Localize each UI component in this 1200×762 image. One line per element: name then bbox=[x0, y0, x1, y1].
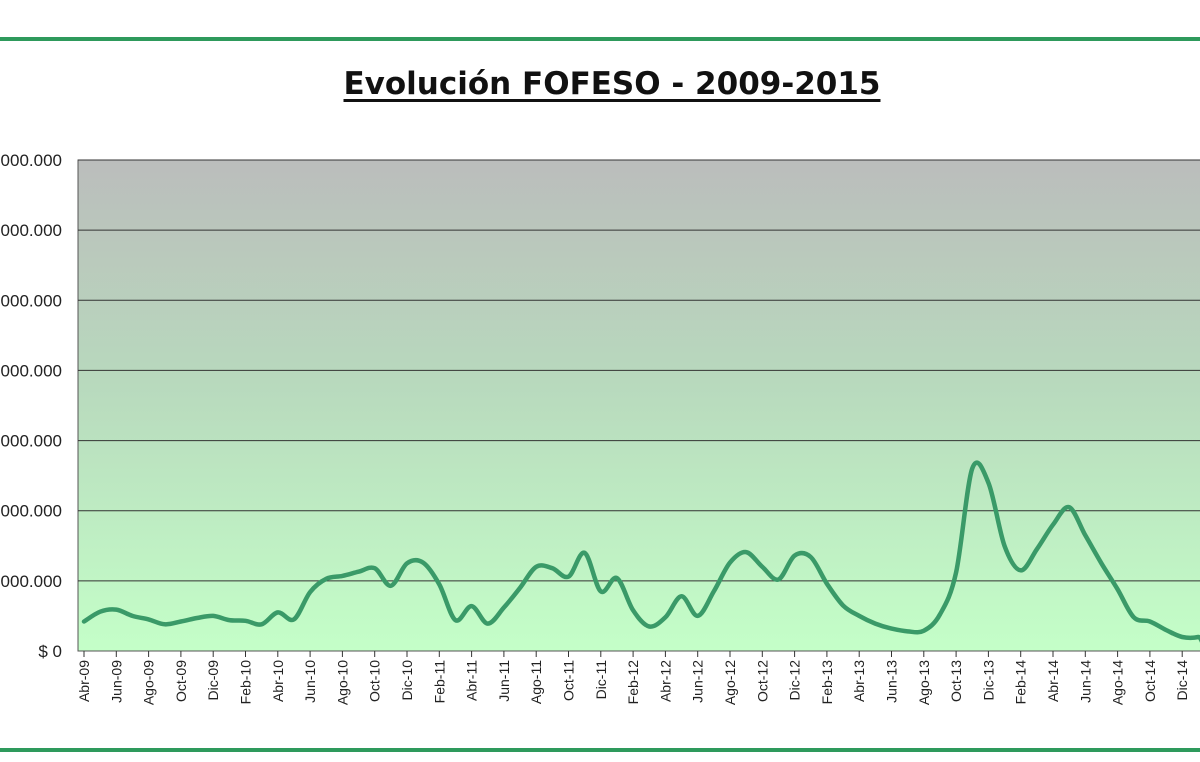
y-tick-label: 000.000 bbox=[1, 361, 62, 380]
x-tick-label: Jun-09 bbox=[108, 660, 124, 703]
x-tick-label: Dic-12 bbox=[787, 660, 803, 701]
x-tick-label: Abr-09 bbox=[76, 660, 92, 702]
top-divider bbox=[0, 37, 1200, 41]
y-tick-label: 000.000 bbox=[1, 291, 62, 310]
x-tick-label: Feb-13 bbox=[819, 660, 835, 705]
x-tick-label: Feb-10 bbox=[238, 660, 254, 705]
y-tick-label: 000.000 bbox=[1, 572, 62, 591]
x-tick-label: Abr-10 bbox=[270, 660, 286, 702]
series-line bbox=[81, 460, 1200, 643]
x-tick-label: Oct-11 bbox=[561, 660, 577, 701]
x-tick-label: Jun-13 bbox=[884, 660, 900, 703]
x-tick-label: Oct-09 bbox=[173, 660, 189, 702]
y-tick-label: 000.000 bbox=[1, 432, 62, 451]
chart-title: Evolución FOFESO - 2009-2015 bbox=[343, 66, 881, 102]
x-tick-label: Jun-12 bbox=[690, 660, 706, 703]
x-tick-label: Dic-10 bbox=[399, 660, 415, 701]
plot-area bbox=[77, 159, 1200, 652]
y-tick-label: 000.000 bbox=[1, 151, 62, 170]
x-tick-label: Oct-13 bbox=[948, 660, 964, 702]
x-tick-label: Feb-11 bbox=[431, 660, 447, 704]
x-tick-label: Abr-13 bbox=[851, 660, 867, 702]
y-tick-label: $ 0 bbox=[38, 642, 62, 661]
x-tick-label: Abr-12 bbox=[657, 660, 673, 702]
x-tick-label: Ago-13 bbox=[916, 660, 932, 705]
x-tick-label: Jun-10 bbox=[302, 660, 318, 703]
x-tick-label: Oct-14 bbox=[1142, 660, 1158, 702]
x-tick-label: Ago-10 bbox=[334, 660, 350, 705]
x-tick-label: Dic-14 bbox=[1174, 660, 1190, 701]
x-tick-label: Abr-11 bbox=[464, 660, 480, 701]
x-tick-label: Jun-14 bbox=[1077, 660, 1093, 703]
x-tick-label: Dic-09 bbox=[205, 660, 221, 701]
x-tick-label: Ago-12 bbox=[722, 660, 738, 705]
x-tick-label: Abr-14 bbox=[1045, 660, 1061, 702]
x-tick-label: Oct-10 bbox=[367, 660, 383, 702]
x-tick-label: Ago-11 bbox=[528, 660, 544, 704]
x-tick-label: Jun-11 bbox=[496, 660, 512, 702]
x-tick-label: Ago-09 bbox=[141, 660, 157, 705]
x-tick-label: Ago-14 bbox=[1110, 660, 1126, 705]
x-tick-label: Feb-12 bbox=[625, 660, 641, 705]
x-tick-label: Dic-11 bbox=[593, 660, 609, 700]
x-tick-label: Oct-12 bbox=[754, 660, 770, 702]
y-tick-label: 000.000 bbox=[1, 221, 62, 240]
x-tick-label: Feb-14 bbox=[1013, 660, 1029, 705]
x-tick-label: Dic-13 bbox=[980, 660, 996, 701]
bottom-divider bbox=[0, 748, 1200, 752]
y-tick-label: 000.000 bbox=[1, 502, 62, 521]
